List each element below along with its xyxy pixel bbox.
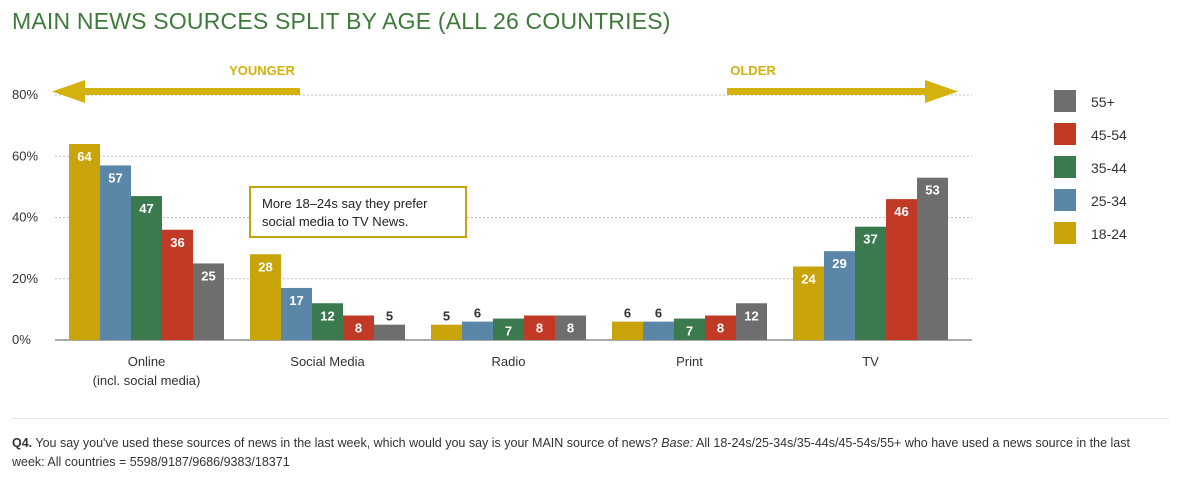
data-label: 53 (925, 183, 939, 198)
older-arrowhead (925, 80, 958, 103)
data-label: 5 (443, 309, 450, 324)
data-label: 47 (139, 201, 153, 216)
bar (705, 315, 736, 340)
data-label: 64 (77, 149, 92, 164)
y-tick-label: 80% (12, 87, 38, 102)
y-tick-label: 20% (12, 271, 38, 286)
younger-arrow-shaft (85, 88, 300, 95)
legend-swatch (1054, 123, 1076, 145)
data-label: 6 (655, 306, 662, 321)
data-label: 8 (567, 321, 574, 336)
footnote-question-label: Q4. (12, 436, 33, 450)
bar (131, 196, 162, 340)
data-label: 6 (624, 306, 631, 321)
bar (193, 263, 224, 340)
bar (374, 324, 405, 340)
bar (312, 303, 343, 340)
data-label: 12 (320, 308, 334, 323)
legend-swatch (1054, 90, 1076, 112)
divider (12, 418, 1170, 419)
bar (855, 226, 886, 340)
data-label: 7 (505, 324, 512, 339)
bar (162, 229, 193, 340)
y-tick-label: 0% (12, 332, 31, 347)
legend-label: 18-24 (1091, 226, 1127, 242)
data-label: 17 (289, 293, 303, 308)
data-label: 57 (108, 170, 122, 185)
legend-swatch (1054, 156, 1076, 178)
bar (886, 199, 917, 340)
data-label: 8 (717, 321, 724, 336)
callout-text: More 18–24s say they prefer (262, 196, 428, 211)
callout-text: social media to TV News. (262, 214, 408, 229)
data-label: 29 (832, 256, 846, 271)
y-tick-label: 40% (12, 210, 38, 225)
chart-title: MAIN NEWS SOURCES SPLIT BY AGE (ALL 26 C… (12, 8, 671, 34)
older-label: OLDER (730, 63, 776, 78)
legend-label: 25-34 (1091, 193, 1127, 209)
data-label: 28 (258, 259, 272, 274)
data-label: 5 (386, 309, 393, 324)
legend-label: 55+ (1091, 94, 1115, 110)
legend-label: 35-44 (1091, 160, 1127, 176)
younger-label: YOUNGER (229, 63, 295, 78)
data-label: 8 (536, 321, 543, 336)
bar (824, 251, 855, 340)
bar (917, 177, 948, 340)
category-label: (incl. social media) (93, 373, 201, 388)
bar (612, 321, 643, 340)
bar (69, 144, 100, 340)
data-label: 8 (355, 321, 362, 336)
bar (462, 321, 493, 340)
bar (250, 254, 281, 340)
bar (431, 324, 462, 340)
category-label: Radio (492, 354, 526, 369)
bar (736, 303, 767, 340)
data-label: 37 (863, 232, 877, 247)
legend-label: 45-54 (1091, 127, 1127, 143)
bar (343, 315, 374, 340)
footnote-base-label: Base: (661, 436, 694, 450)
older-arrow-shaft (727, 88, 927, 95)
category-label: Online (128, 354, 166, 369)
data-label: 46 (894, 204, 908, 219)
data-label: 24 (801, 272, 816, 287)
data-label: 6 (474, 306, 481, 321)
footnote-base-text: All 18-24s/25-34s/35-44s/45-54s/55+ who … (12, 436, 1130, 469)
footnote-question: You say you've used these sources of new… (32, 436, 662, 450)
younger-arrowhead (52, 80, 85, 103)
bar (674, 318, 705, 340)
bar (100, 165, 131, 340)
data-label: 36 (170, 235, 184, 250)
data-label: 7 (686, 324, 693, 339)
legend-swatch (1054, 189, 1076, 211)
bar (555, 315, 586, 340)
category-label: Print (676, 354, 703, 369)
bar (793, 266, 824, 340)
bar (493, 318, 524, 340)
legend-swatch (1054, 222, 1076, 244)
y-tick-label: 60% (12, 148, 38, 163)
data-label: 25 (201, 268, 215, 283)
bar (281, 287, 312, 340)
category-label: TV (862, 354, 879, 369)
bar (524, 315, 555, 340)
data-label: 12 (744, 308, 758, 323)
footnote: Q4. You say you've used these sources of… (12, 434, 1162, 472)
category-label: Social Media (290, 354, 365, 369)
bar (643, 321, 674, 340)
callout-box (249, 186, 467, 238)
